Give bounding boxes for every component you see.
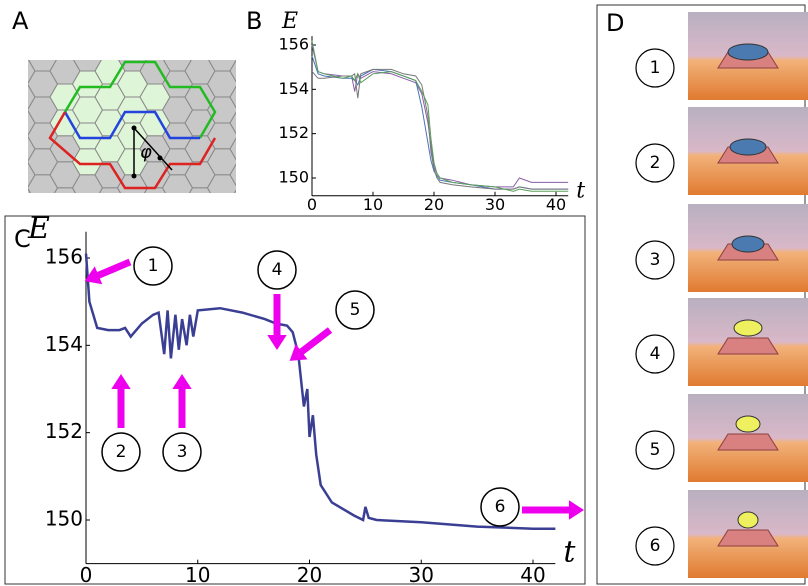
hex-cell: [140, 32, 170, 58]
arrow-head: [172, 374, 191, 389]
hex-cell: [50, 32, 80, 58]
angle-label: φ: [140, 142, 152, 163]
hex-cell: [5, 32, 35, 58]
hex-cell: [95, 214, 125, 240]
panel-label: D: [606, 9, 624, 37]
snapshot-label: 3: [650, 250, 661, 270]
snapshot-cell: [718, 434, 778, 450]
dot: [132, 174, 137, 179]
snapshot-label: 1: [650, 58, 661, 78]
snapshot-top: [738, 512, 758, 528]
figure: A B C D φ 010203040150152154156tE0102030…: [0, 0, 808, 586]
snapshot-cell: [718, 530, 778, 546]
y-tick-label: 152: [45, 419, 83, 443]
snapshot-top: [730, 139, 766, 155]
arrow-head: [569, 500, 584, 519]
x-tick-label: 30: [409, 563, 434, 586]
x-tick-label: 10: [185, 563, 210, 586]
hex-cell: [230, 214, 260, 240]
snapshot-top: [736, 416, 760, 432]
y-tick-label: 150: [278, 168, 309, 187]
snapshot-top: [732, 236, 764, 252]
y-tick-label: 154: [45, 332, 83, 356]
hex-cell: [230, 32, 260, 58]
x-tick-label: 10: [363, 195, 383, 214]
arrow-head: [267, 335, 286, 350]
y-tick-label: 156: [278, 35, 309, 54]
callout-label: 4: [272, 260, 283, 280]
snapshot-label: 5: [650, 440, 661, 460]
x-tick-label: 30: [485, 195, 505, 214]
callout-label: 6: [495, 497, 506, 517]
dot: [132, 126, 137, 131]
hex-cell: [118, 201, 148, 227]
x-tick-label: 0: [307, 195, 317, 214]
x-tick-label: 40: [546, 195, 566, 214]
y-tick-label: 154: [278, 79, 309, 98]
arrow-head: [111, 374, 130, 389]
dot: [158, 156, 163, 161]
snapshot-cell: [718, 338, 778, 354]
hex-cell: [253, 201, 283, 227]
x-tick-label: 20: [424, 195, 444, 214]
y-axis-title: E: [27, 211, 50, 246]
hex-cell: [208, 227, 238, 253]
hex-cell: [95, 32, 125, 58]
x-tick-label: 20: [297, 563, 322, 586]
line: [312, 45, 568, 187]
snapshot-top: [734, 320, 762, 336]
callout-label: 1: [148, 256, 159, 276]
line: [86, 254, 555, 529]
snapshot-top: [728, 44, 768, 60]
x-tick-label: 0: [80, 563, 93, 586]
y-tick-label: 150: [45, 507, 83, 531]
line: [312, 41, 568, 192]
callout-label: 5: [350, 300, 361, 320]
hex-cell: [185, 32, 215, 58]
x-axis-title: t: [576, 179, 585, 204]
x-axis-title: t: [563, 535, 576, 570]
y-axis-title: E: [281, 9, 298, 34]
hex-cell: [253, 227, 283, 253]
snapshot-label: 2: [650, 153, 661, 173]
hex-cell: [73, 201, 103, 227]
snapshot-label: 6: [650, 536, 661, 556]
panel-label: B: [246, 7, 262, 35]
hex-cell: [185, 214, 215, 240]
line: [312, 69, 568, 189]
panel-label: A: [12, 7, 29, 35]
snapshot-label: 4: [650, 344, 661, 364]
hex-cell: [208, 201, 238, 227]
hex-cell: [140, 214, 170, 240]
callout-label: 2: [116, 442, 127, 462]
hex-cell: [163, 227, 193, 253]
hex-cell: [253, 97, 283, 123]
hex-cell: [163, 201, 193, 227]
y-tick-label: 156: [45, 245, 83, 269]
y-tick-label: 152: [278, 123, 309, 142]
x-tick-label: 40: [520, 563, 545, 586]
hex-cell: [118, 227, 148, 253]
hex-cell: [50, 214, 80, 240]
callout-label: 3: [177, 442, 188, 462]
